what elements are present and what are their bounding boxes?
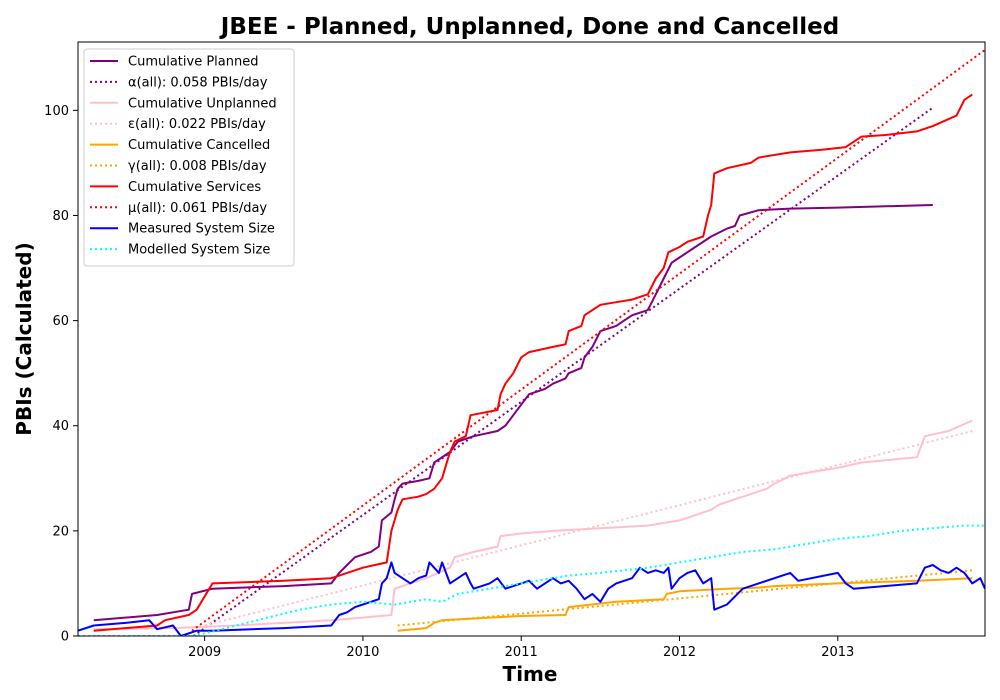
legend-label: γ(all): 0.008 PBIs/day (128, 159, 267, 174)
plot-frame (77, 41, 986, 637)
legend-item: μ(all): 0.061 PBIs/day (90, 201, 267, 216)
plot-area (78, 49, 985, 636)
legend-label: Modelled System Size (128, 243, 270, 258)
legend-item: Modelled System Size (90, 243, 270, 258)
x-tick-label: 2013 (821, 645, 854, 660)
legend-item: α(all): 0.058 PBIs/day (90, 75, 268, 90)
legend-item: Measured System Size (90, 222, 275, 237)
series-line-7 (93, 93, 973, 632)
x-axis-label: Time (503, 662, 558, 686)
legend-label: μ(all): 0.061 PBIs/day (128, 201, 267, 216)
y-tick-label: 80 (52, 209, 69, 224)
series-line-1 (93, 204, 933, 622)
y-tick-label: 0 (61, 630, 69, 645)
x-axis: 2009 2010 2011 2012 2013 (188, 636, 854, 660)
legend-item: ε(all): 0.022 PBIs/day (90, 117, 266, 132)
legend-item: Cumulative Planned (90, 55, 258, 70)
legend-item: Cumulative Unplanned (90, 96, 277, 111)
y-tick-label: 60 (52, 314, 69, 329)
y-tick-label: 100 (44, 104, 69, 119)
legend-box (83, 48, 295, 267)
legend-item: γ(all): 0.008 PBIs/day (90, 159, 267, 174)
y-tick-label: 40 (52, 419, 69, 434)
series-line-10 (78, 524, 985, 636)
legend-label: ε(all): 0.022 PBIs/day (128, 117, 266, 132)
legend-item: Cumulative Cancelled (90, 138, 270, 153)
series-line-9 (78, 561, 985, 636)
legend-label: Measured System Size (128, 222, 275, 237)
legend: Cumulative Planned α(all): 0.058 PBIs/day… (83, 48, 295, 267)
legend-label: Cumulative Planned (128, 55, 258, 70)
series-line-4 (204, 430, 973, 627)
y-axis: 0 20 40 60 80 100 (44, 104, 78, 645)
series-line-5 (397, 577, 973, 632)
x-tick-label: 2011 (505, 645, 538, 660)
legend-label: Cumulative Cancelled (128, 138, 270, 153)
series-line-2 (193, 106, 934, 636)
legend-item: Cumulative Services (90, 180, 261, 195)
y-axis-label: PBIs (Calculated) (12, 242, 36, 435)
y-tick-label: 20 (52, 524, 69, 539)
chart-title: JBEE - Planned, Unplanned, Done and Canc… (219, 14, 839, 40)
legend-label: Cumulative Services (128, 180, 261, 195)
series-line-6 (397, 569, 973, 627)
legend-label: α(all): 0.058 PBIs/day (128, 75, 268, 90)
legend-label: Cumulative Unplanned (128, 96, 277, 111)
x-tick-label: 2010 (346, 645, 379, 660)
series-line-8 (191, 49, 985, 632)
series-line-3 (93, 419, 973, 631)
x-tick-label: 2012 (663, 645, 696, 660)
x-tick-label: 2009 (188, 645, 221, 660)
